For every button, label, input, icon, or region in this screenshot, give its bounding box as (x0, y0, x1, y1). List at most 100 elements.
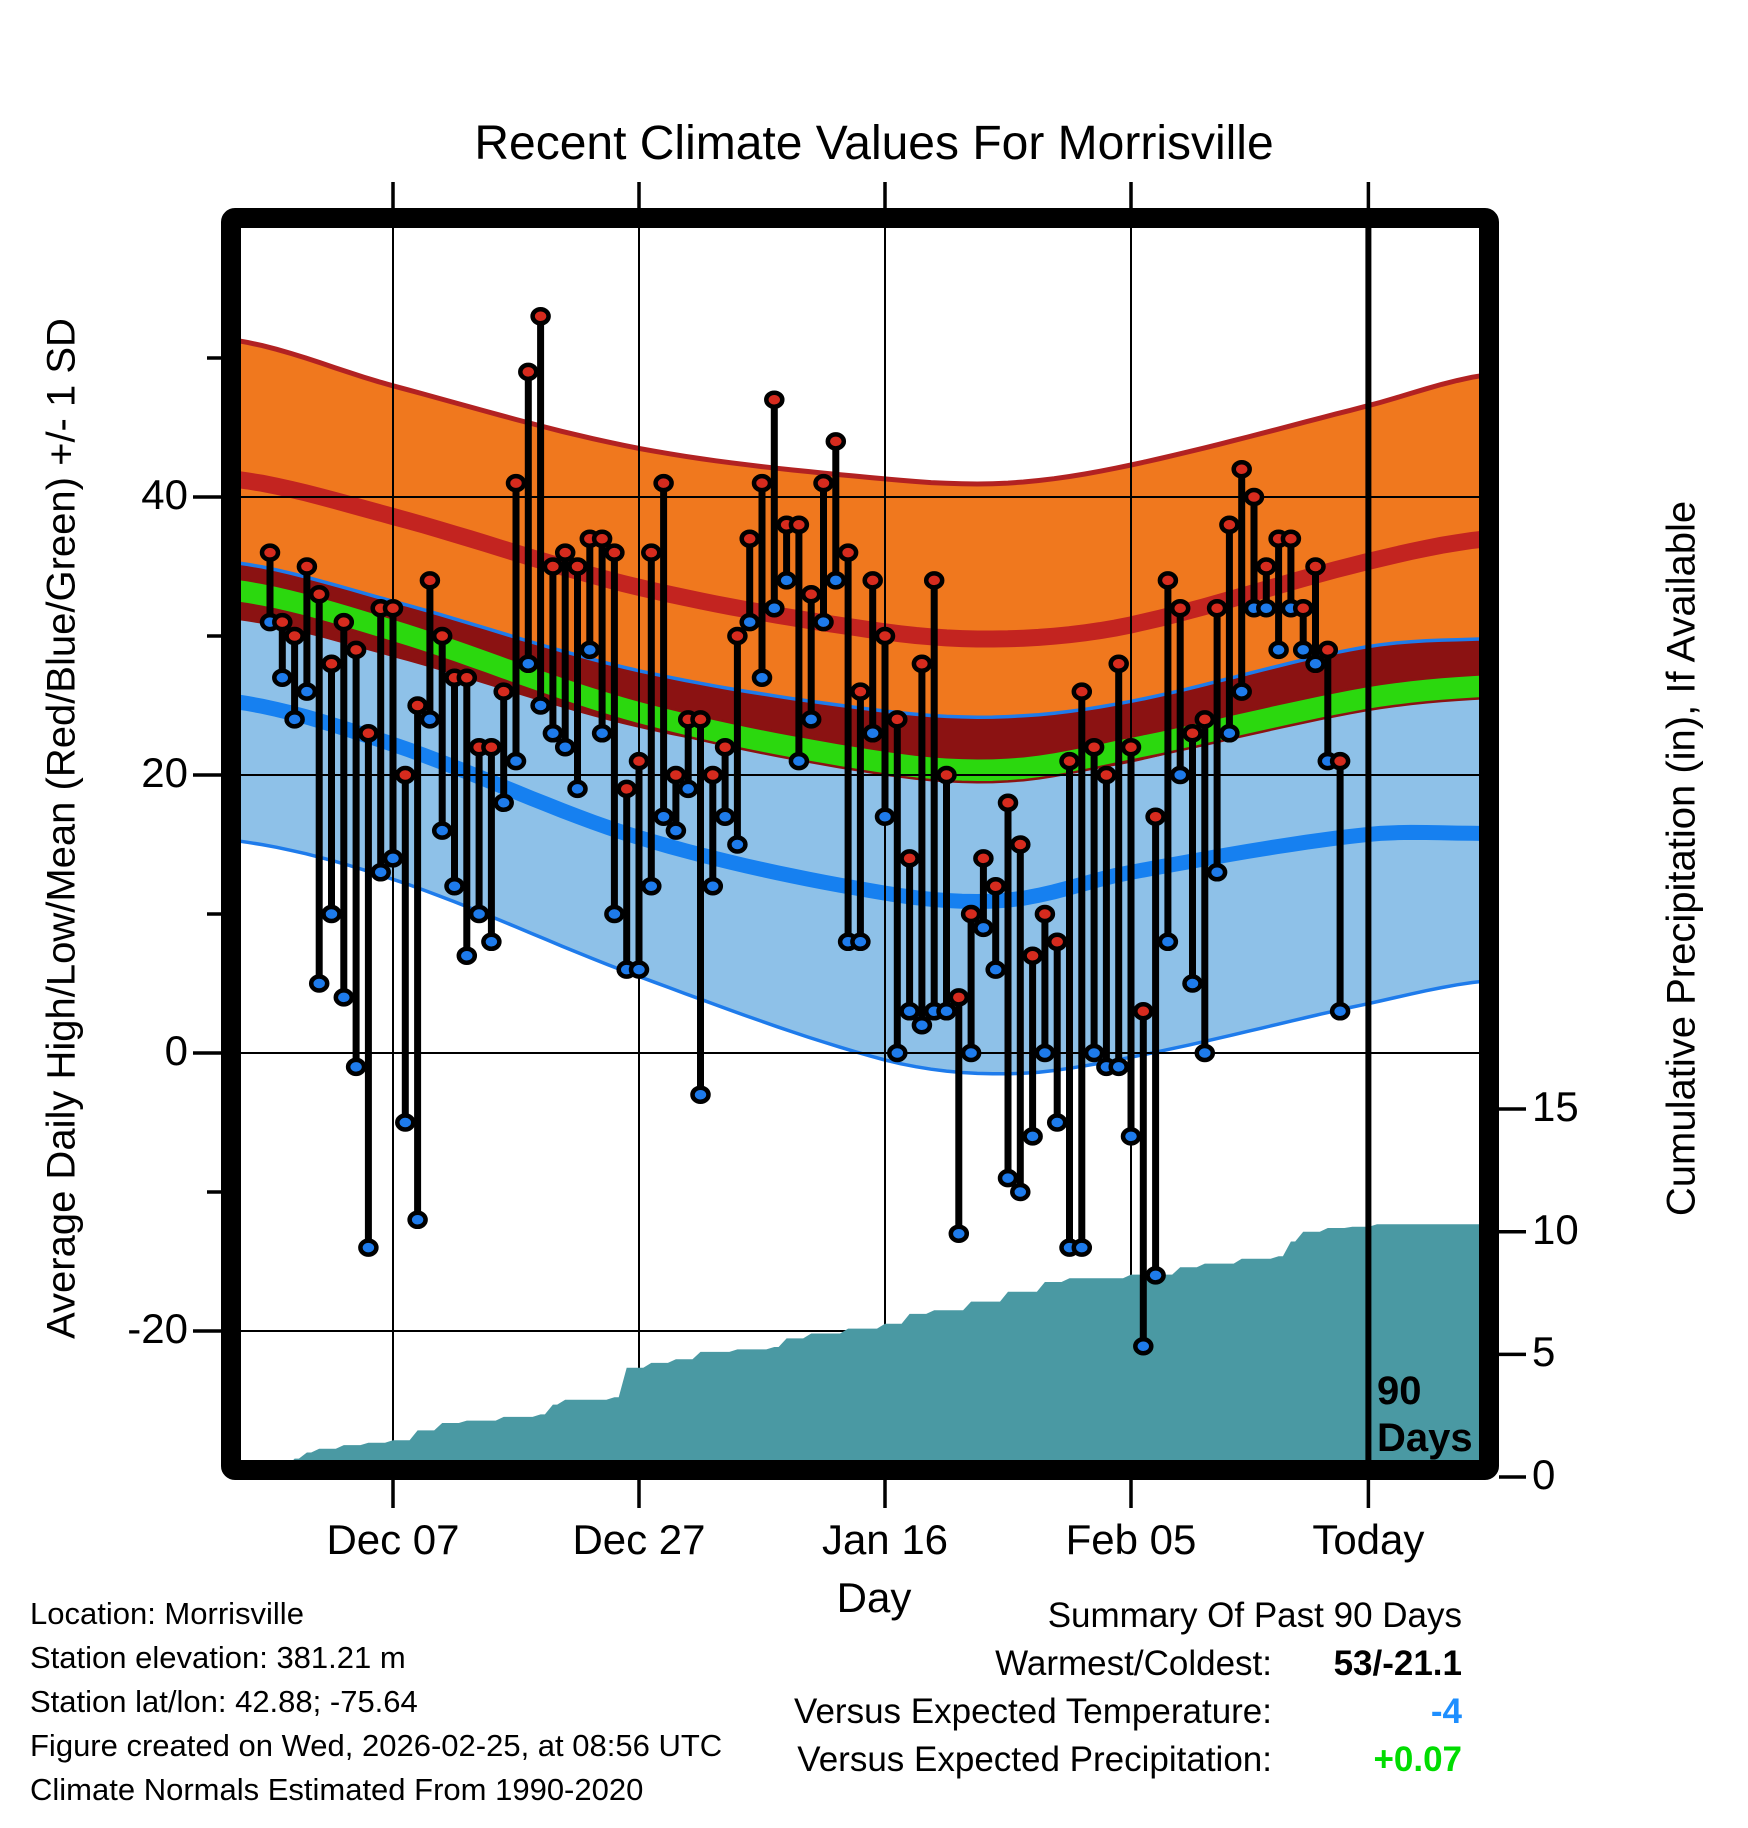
daily-high-dot (899, 849, 920, 868)
daily-high-dot (1280, 529, 1302, 548)
daily-high-dot (825, 432, 847, 451)
daily-low-dot (653, 807, 674, 826)
daily-high-dot (948, 988, 970, 1007)
daily-high-dot (1034, 904, 1056, 924)
y-axis-label-right: Cumulative Precipitation (in), If Availa… (1659, 500, 1704, 1217)
daily-low-dot (690, 1085, 711, 1104)
daily-high-dot (1182, 724, 1203, 743)
daily-low-dot (567, 779, 588, 799)
daily-high-dot (850, 682, 871, 701)
daily-low-dot (1292, 640, 1314, 660)
daily-low-dot (431, 821, 453, 840)
daily-high-dot (936, 765, 957, 785)
y-right-tick-label: 5 (1532, 1328, 1556, 1376)
daily-high-dot (874, 626, 896, 646)
daily-high-dot (505, 473, 527, 493)
daily-low-dot (542, 724, 564, 743)
y-left-tick-label: 20 (141, 749, 188, 796)
plot-area (241, 228, 1479, 1460)
daily-high-dot (690, 710, 711, 729)
daily-low-dot (493, 793, 514, 813)
daily-high-dot (604, 543, 625, 562)
y-right-tick-label: 15 (1532, 1083, 1579, 1131)
daily-low-dot (948, 1224, 970, 1243)
daily-low-dot (973, 918, 994, 938)
daily-high-dot (960, 904, 982, 924)
daily-low-dot (1010, 1182, 1031, 1202)
daily-low-dot (813, 612, 834, 632)
daily-low-dot (1022, 1127, 1043, 1146)
daily-low-dot (1256, 598, 1277, 618)
daily-low-dot (788, 751, 810, 771)
ninety-days-annotation: 90 Days (1377, 1368, 1473, 1462)
daily-high-dot (419, 571, 441, 590)
daily-low-dot (985, 960, 1006, 979)
daily-high-dot (641, 543, 662, 562)
daily-high-dot (1157, 571, 1179, 590)
daily-high-dot (751, 473, 773, 493)
daily-low-dot (333, 988, 355, 1007)
x-tick-label: Dec 07 (326, 1516, 460, 1563)
daily-high-dot (714, 737, 736, 757)
summary-row: Versus Expected Temperature: -4 (794, 1688, 1462, 1736)
daily-high-dot (616, 779, 637, 799)
daily-low-dot (395, 1113, 416, 1132)
daily-low-dot (272, 668, 293, 687)
ninety-days-line1: 90 (1377, 1369, 1422, 1413)
daily-high-dot (1133, 1002, 1154, 1021)
daily-high-dot (407, 696, 428, 715)
daily-high-dot (1046, 932, 1068, 952)
daily-high-dot (788, 515, 810, 535)
daily-low-dot (1329, 1002, 1351, 1021)
daily-low-dot (936, 1002, 957, 1021)
daily-high-dot (296, 557, 318, 576)
daily-low-dot (444, 876, 465, 896)
daily-low-dot (776, 571, 797, 590)
daily-high-dot (481, 737, 502, 757)
chart-title: Recent Climate Values For Morrisville (474, 117, 1274, 170)
daily-low-dot (751, 668, 773, 687)
daily-low-dot (530, 696, 551, 715)
daily-high-dot (1022, 946, 1043, 965)
daily-low-dot (554, 737, 576, 757)
daily-low-dot (628, 960, 650, 979)
daily-high-dot (1108, 654, 1129, 674)
daily-low-dot (1157, 932, 1179, 952)
summary-row-label: Warmest/Coldest: (995, 1644, 1272, 1683)
y-left-tick-label: 40 (141, 471, 188, 518)
daily-high-dot (1071, 682, 1093, 701)
summary-row-value: -4 (1430, 1692, 1462, 1731)
daily-low-dot (714, 807, 736, 826)
daily-low-dot (518, 654, 539, 674)
daily-high-dot (395, 765, 416, 785)
summary-row: Versus Expected Precipitation: +0.07 (794, 1736, 1462, 1784)
summary-title: Summary Of Past 90 Days (1047, 1596, 1462, 1635)
daily-low-dot (1133, 1337, 1154, 1356)
station-info-line: Climate Normals Estimated From 1990-2020 (30, 1772, 644, 1807)
station-info-line: Location: Morrisville (30, 1596, 304, 1631)
daily-low-dot (1219, 724, 1240, 743)
daily-low-dot (739, 612, 760, 632)
daily-low-dot (874, 807, 896, 826)
daily-low-dot (370, 863, 391, 882)
daily-high-dot (530, 307, 551, 326)
summary-row-value: 53/-21.1 (1333, 1644, 1462, 1683)
daily-high-dot (702, 765, 724, 785)
daily-high-dot (1059, 751, 1080, 771)
daily-low-dot (1231, 682, 1252, 701)
daily-high-dot (1010, 835, 1031, 854)
high-band-top-edge (241, 338, 1479, 487)
daily-low-dot (727, 835, 748, 854)
daily-high-dot (431, 626, 453, 646)
x-tick-label: Jan 16 (821, 1516, 949, 1563)
daily-low-dot (850, 932, 871, 952)
daily-high-dot (1206, 598, 1228, 618)
daily-high-dot (813, 473, 834, 493)
y-left-tick-label: 0 (164, 1027, 188, 1074)
daily-high-dot (1231, 459, 1252, 479)
x-axis-label: Day (836, 1574, 912, 1621)
x-tick-label: Today (1312, 1516, 1425, 1563)
plot-frame (221, 208, 1499, 1480)
